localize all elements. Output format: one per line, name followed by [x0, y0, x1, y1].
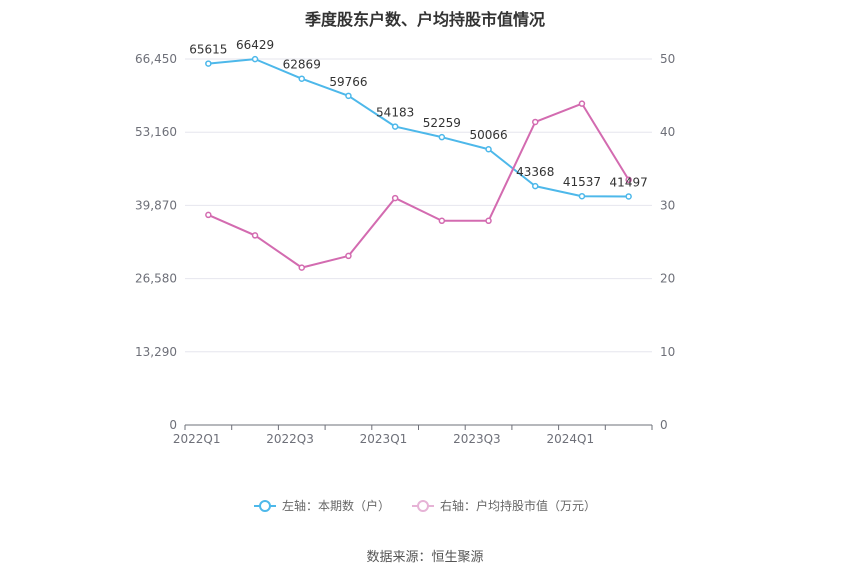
point-households: [298, 75, 305, 82]
data-label-households: 50066: [469, 128, 507, 142]
point-households: [205, 60, 212, 67]
data-label-households: 41537: [563, 175, 601, 189]
point-avg-value: [205, 211, 212, 219]
legend-label-avg-value: 右轴：户均持股市值（万元）: [440, 499, 597, 513]
legend-swatch-households: [253, 499, 276, 513]
data-label-households: 62869: [283, 58, 321, 72]
x-axis-tick-label: 2023Q3: [453, 432, 501, 446]
data-label-households: 65615: [189, 43, 227, 57]
left-axis-tick-label: 53,160: [135, 125, 177, 139]
legend: 左轴：本期数（户） 右轴：户均持股市值（万元）: [0, 497, 850, 514]
data-label-households: 41497: [610, 175, 648, 189]
point-households: [345, 92, 352, 100]
point-avg-value: [391, 194, 399, 202]
point-avg-value: [298, 264, 305, 271]
point-households: [438, 133, 446, 141]
x-axis-tick-label: 2022Q3: [266, 432, 314, 446]
x-axis-tick-label: 2022Q1: [173, 432, 221, 446]
point-households: [532, 182, 539, 190]
chart-title: 季度股东户数、户均持股市值情况: [304, 10, 545, 29]
data-source: 数据来源：恒生聚源: [366, 550, 484, 565]
data-label-households: 66429: [236, 38, 274, 52]
right-axis-tick-label: 40: [660, 125, 675, 139]
point-households: [485, 145, 492, 153]
data-label-households: 52259: [423, 116, 461, 130]
right-axis-tick-label: 20: [660, 272, 675, 286]
data-label-households: 54183: [376, 106, 414, 120]
point-avg-value: [578, 100, 586, 107]
point-households: [251, 55, 259, 63]
x-axis-tick-label: 2023Q1: [360, 432, 408, 446]
x-axis-tick-label: 2024Q1: [546, 432, 594, 446]
axes: 0 13,290 26,580 39,870 53,160 66,450 0 10 20 30 40…: [135, 52, 675, 446]
legend-item-households[interactable]: 左轴：本期数（户）: [253, 497, 390, 514]
data-labels: 65615 66429 62869 59766 54183 52259 50066 43368…: [189, 38, 647, 189]
point-households: [391, 123, 399, 130]
data-label-households: 59766: [329, 75, 367, 89]
right-axis-tick-label: 30: [660, 198, 675, 212]
right-axis-tick-label: 50: [660, 52, 675, 66]
right-axis-tick-label: 0: [660, 418, 668, 432]
right-axis-tick-label: 10: [660, 345, 675, 359]
left-axis-tick-label: 39,870: [135, 198, 177, 212]
left-axis-tick-label: 13,290: [135, 345, 177, 359]
left-axis-tick-label: 66,450: [135, 52, 177, 66]
chart-plot: 0 13,290 26,580 39,870 53,160 66,450 0 10 20 30 40…: [135, 38, 675, 446]
series-line-avg-value: [207, 102, 630, 269]
point-avg-value: [625, 176, 632, 184]
data-label-households: 43368: [516, 165, 554, 179]
left-axis-tick-label: 26,580: [135, 272, 177, 286]
point-avg-value: [532, 118, 539, 126]
point-avg-value: [251, 232, 259, 239]
point-avg-value: [438, 217, 446, 225]
legend-swatch-avg-value: [412, 499, 434, 513]
legend-label-households: 左轴：本期数（户）: [281, 499, 390, 513]
point-households: [625, 193, 632, 200]
left-axis-tick-label: 0: [169, 418, 177, 432]
series: [205, 55, 632, 271]
point-avg-value: [345, 252, 352, 260]
point-avg-value: [485, 217, 492, 225]
point-households: [578, 192, 586, 200]
legend-item-avg-value[interactable]: 右轴：户均持股市值（万元）: [412, 497, 596, 514]
series-line-households: [208, 58, 629, 198]
